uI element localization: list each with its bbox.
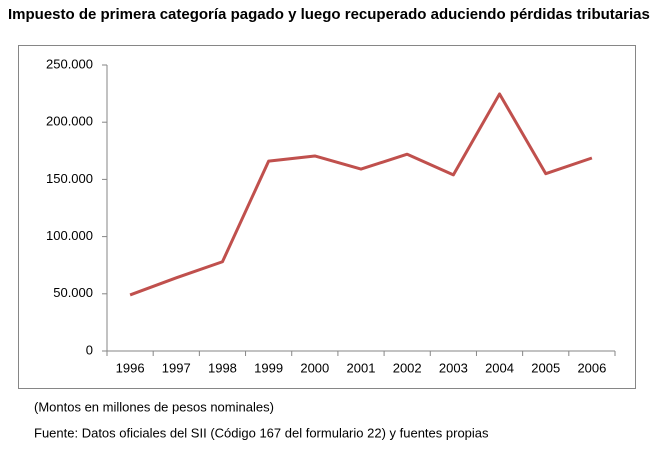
- x-tick-label: 2003: [439, 360, 468, 375]
- x-tick-label: 2002: [393, 360, 422, 375]
- y-tick-label: 0: [86, 342, 93, 357]
- x-tick-label: 1997: [162, 360, 191, 375]
- line-series: [129, 92, 593, 297]
- chart-frame: [18, 45, 636, 389]
- y-tick-label: 50.000: [53, 285, 93, 300]
- x-tick-label: 2004: [485, 360, 514, 375]
- x-tick-label: 2006: [577, 360, 606, 375]
- x-tick-label: 1998: [208, 360, 237, 375]
- y-tick-label: 250.000: [46, 56, 93, 71]
- y-tick-label: 150.000: [46, 171, 93, 186]
- x-tick-label: 2005: [531, 360, 560, 375]
- x-tick-label: 2000: [300, 360, 329, 375]
- note: Fuente: Datos oficiales del SII (Código …: [34, 425, 489, 440]
- x-tick-label: 2001: [347, 360, 376, 375]
- y-tick-label: 100.000: [46, 228, 93, 243]
- chart-title: Impuesto de primera categoría pagado y l…: [8, 6, 650, 23]
- x-tick-label: 1996: [116, 360, 145, 375]
- x-tick-label: 1999: [254, 360, 283, 375]
- note: (Montos en millones de pesos nominales): [34, 399, 274, 414]
- y-tick-label: 200.000: [46, 114, 93, 129]
